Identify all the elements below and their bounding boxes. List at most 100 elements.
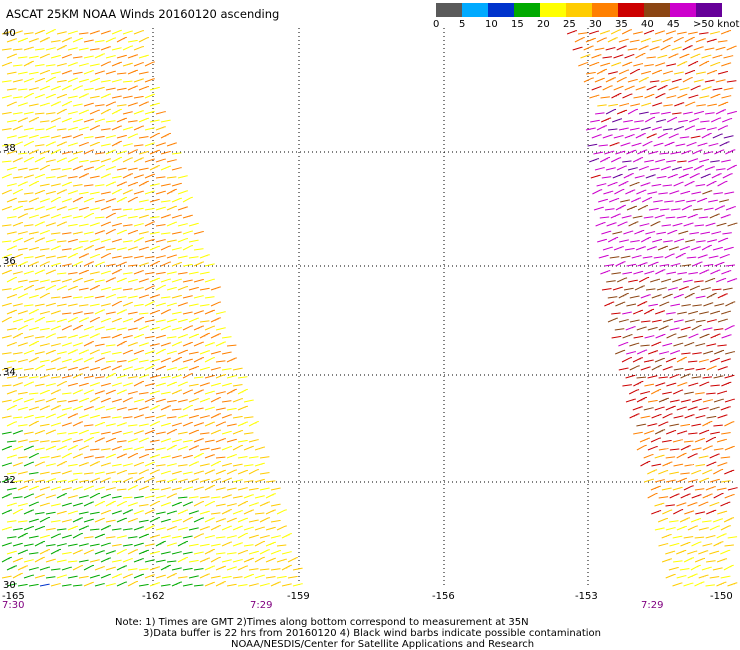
wind-barb <box>34 78 45 83</box>
legend-swatch <box>436 3 462 17</box>
lat-label-40: 40 <box>3 28 16 39</box>
wind-barb <box>204 278 215 283</box>
wind-barb <box>629 319 640 323</box>
wind-barb <box>83 375 94 379</box>
wind-barb <box>12 125 23 131</box>
wind-barb <box>177 349 188 355</box>
wind-barb <box>100 287 111 291</box>
wind-barb <box>39 230 50 235</box>
lon-label-162: -162 <box>142 591 165 602</box>
wind-barb <box>193 407 204 411</box>
wind-barb <box>177 302 188 307</box>
wind-barb <box>232 576 243 579</box>
wind-barb <box>160 405 172 411</box>
wind-barb <box>653 142 664 147</box>
wind-barb <box>34 94 45 99</box>
wind-barb <box>83 55 94 59</box>
wind-barb <box>662 70 673 75</box>
wind-barb <box>23 559 34 563</box>
wind-barb <box>714 149 725 155</box>
wind-barb <box>160 487 171 491</box>
wind-barb <box>188 222 199 227</box>
wind-barb <box>50 245 61 251</box>
wind-barb <box>638 276 650 283</box>
wind-barb <box>705 584 715 587</box>
wind-barb <box>726 80 737 83</box>
wind-barb <box>640 71 651 75</box>
wind-barb <box>713 375 724 379</box>
wind-barb <box>177 190 188 195</box>
wind-barb <box>657 54 668 59</box>
wind-barb <box>34 269 45 275</box>
wind-barb <box>636 349 648 355</box>
wind-barb <box>259 583 270 587</box>
wind-barb <box>72 261 83 267</box>
wind-barb <box>716 487 727 491</box>
wind-barb <box>61 358 72 363</box>
wind-barb <box>673 342 684 347</box>
wind-barb <box>100 46 111 51</box>
wind-barb <box>193 470 204 475</box>
wind-barb <box>709 550 720 555</box>
wind-barb <box>718 237 729 243</box>
wind-barb <box>684 125 695 131</box>
wind-barb <box>6 88 17 91</box>
wind-barb <box>720 501 731 507</box>
wind-barb <box>89 175 100 179</box>
wind-barb <box>232 416 243 419</box>
wind-barb <box>628 389 640 395</box>
wind-barb <box>232 430 243 435</box>
wind-barb <box>215 518 226 523</box>
wind-barb <box>652 239 663 243</box>
wind-barb <box>89 448 100 451</box>
wind-barb <box>701 132 712 139</box>
wind-barb <box>640 415 651 419</box>
wind-barb <box>667 229 678 235</box>
wind-barb <box>624 54 635 59</box>
wind-barb <box>100 128 111 131</box>
wind-barb <box>210 478 221 483</box>
wind-barb <box>72 215 83 219</box>
wind-barb <box>204 501 216 507</box>
wind-barb <box>611 336 622 339</box>
wind-barb <box>694 557 706 563</box>
wind-barb <box>676 575 687 579</box>
wind-barb <box>6 454 17 459</box>
wind-barb <box>61 342 72 347</box>
wind-barb <box>45 64 56 67</box>
wind-barb <box>188 351 199 355</box>
wind-barb <box>188 496 199 499</box>
wind-barb <box>149 231 160 235</box>
wind-barb <box>127 424 138 427</box>
wind-barb <box>704 47 715 51</box>
wind-barb <box>94 501 106 507</box>
wind-barb <box>609 198 620 203</box>
wind-barb <box>116 72 127 75</box>
lat-label-32: 32 <box>3 475 16 486</box>
wind-barb <box>232 463 243 467</box>
wind-barb <box>182 516 193 523</box>
wind-barb <box>133 476 145 483</box>
wind-barb <box>193 310 204 315</box>
wind-barb <box>105 294 116 299</box>
wind-barb <box>144 415 155 419</box>
wind-barb <box>78 525 89 531</box>
legend-label: 5 <box>459 19 466 30</box>
wind-barb <box>12 253 23 259</box>
wind-barb <box>630 197 642 203</box>
wind-barb <box>12 237 23 243</box>
time-label-left: 7:30 <box>2 600 25 611</box>
wind-barb <box>133 223 144 227</box>
wind-barb <box>67 224 78 227</box>
wind-barb <box>627 48 638 51</box>
wind-barb <box>50 55 61 59</box>
wind-barb <box>702 469 713 475</box>
wind-barb <box>694 438 705 443</box>
wind-barb <box>677 335 688 339</box>
wind-barb <box>712 87 723 91</box>
wind-barb <box>727 278 738 283</box>
wind-barb <box>89 238 100 243</box>
wind-barb <box>50 405 62 411</box>
wind-barb <box>647 469 658 475</box>
wind-barb <box>72 439 83 443</box>
